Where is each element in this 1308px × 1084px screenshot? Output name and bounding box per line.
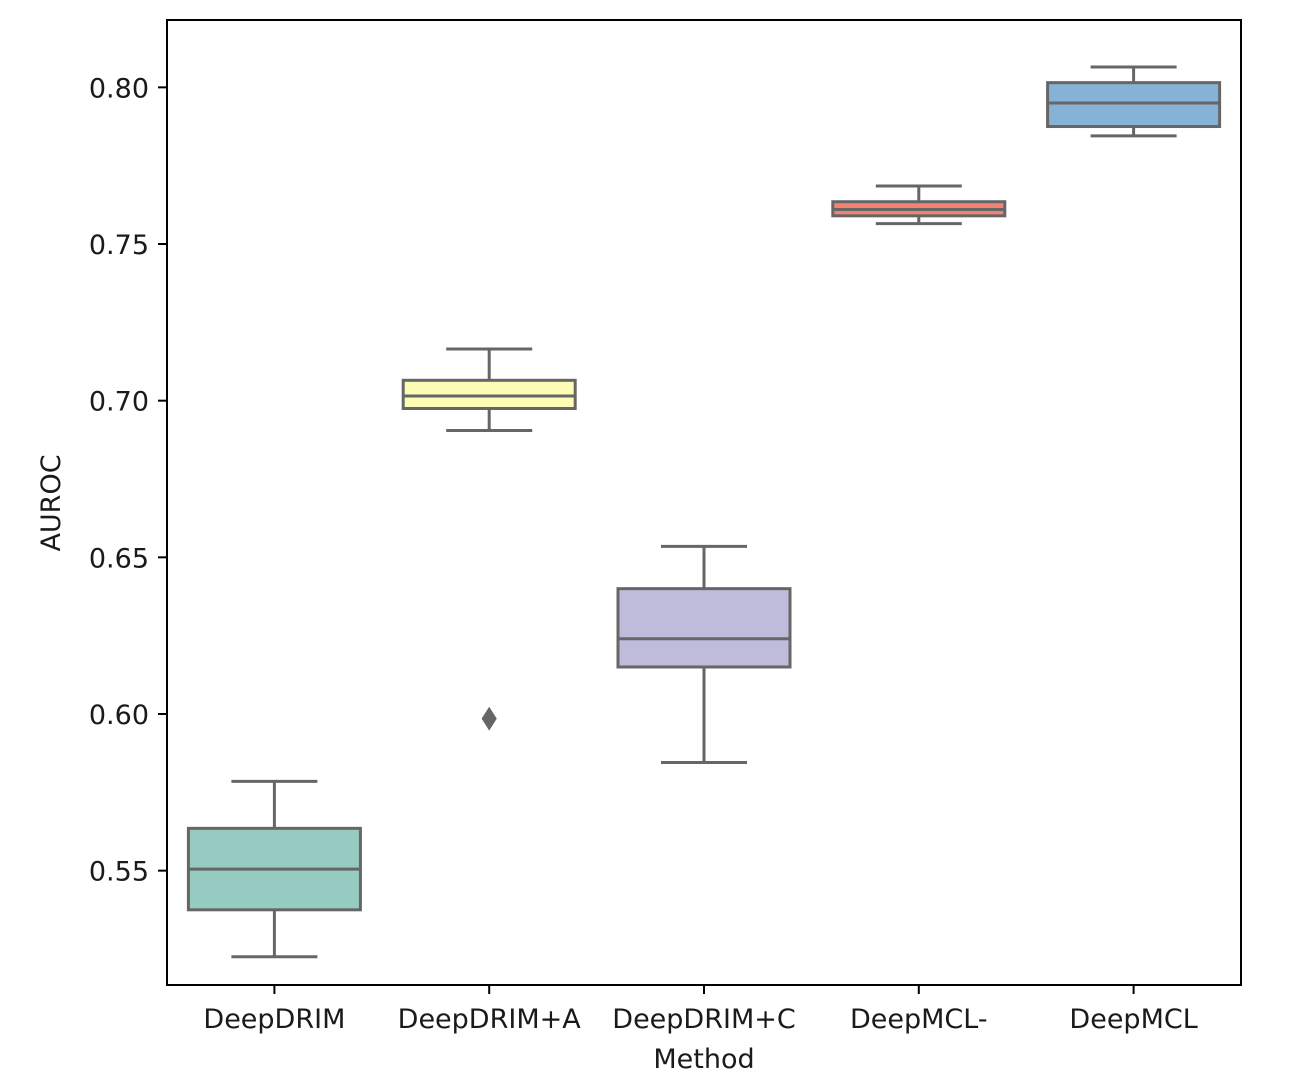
box-group	[401, 347, 577, 731]
y-tick-label: 0.60	[89, 700, 149, 731]
x-tick-label: DeepDRIM+A	[398, 1004, 582, 1035]
x-axis: DeepDRIM DeepDRIM+A DeepDRIM+C DeepMCL- Deep…	[203, 985, 1198, 1035]
iqr-box	[1046, 81, 1222, 129]
x-axis-label: Method	[653, 1044, 754, 1075]
y-axis: 0.55 0.60 0.65 0.70 0.75 0.80	[89, 73, 167, 888]
y-tick-label: 0.70	[89, 387, 149, 418]
x-tick-label: DeepMCL-	[850, 1004, 988, 1035]
boxes-layer	[186, 65, 1222, 959]
x-tick-label: DeepMCL	[1069, 1004, 1197, 1035]
box-group	[831, 184, 1007, 226]
y-tick-label: 0.80	[89, 73, 149, 104]
x-tick-label: DeepDRIM	[203, 1004, 345, 1035]
outlier-point	[481, 706, 497, 731]
y-tick-label: 0.65	[89, 543, 149, 574]
y-axis-label: AUROC	[36, 454, 67, 551]
iqr-box	[401, 378, 577, 411]
y-tick-label: 0.55	[89, 857, 149, 888]
y-tick-label: 0.75	[89, 230, 149, 261]
x-tick-label: DeepDRIM+C	[612, 1004, 795, 1035]
box-group	[186, 779, 362, 959]
box-group	[616, 544, 792, 765]
box-group	[1046, 65, 1222, 138]
iqr-box	[616, 587, 792, 669]
